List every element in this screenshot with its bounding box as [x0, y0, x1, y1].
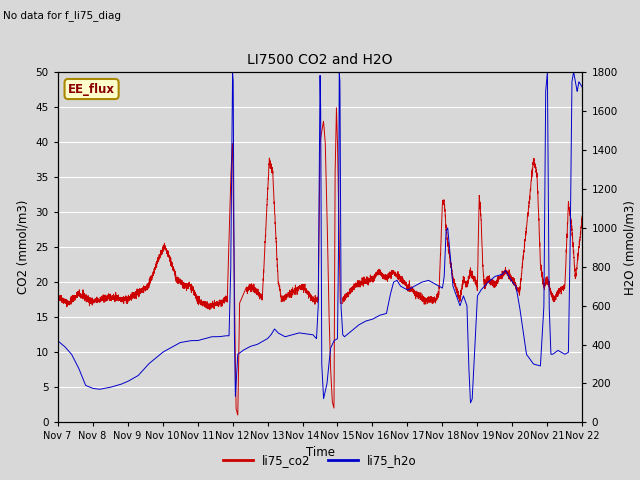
li75_h2o	[148, 359, 156, 364]
li75_co2	[54, 292, 61, 298]
Legend: li75_co2, li75_h2o: li75_co2, li75_h2o	[218, 449, 422, 472]
li75_co2	[333, 105, 340, 110]
li75_h2o	[578, 84, 586, 90]
li75_h2o	[579, 84, 586, 90]
Text: EE_flux: EE_flux	[68, 83, 115, 96]
li75_co2	[579, 214, 586, 219]
li75_co2	[438, 223, 445, 228]
li75_co2	[467, 275, 475, 281]
Text: No data for f_li75_diag: No data for f_li75_diag	[3, 10, 121, 21]
li75_co2	[578, 216, 586, 221]
li75_co2	[234, 412, 241, 418]
Y-axis label: H2O (mmol/m3): H2O (mmol/m3)	[623, 200, 636, 295]
li75_h2o	[438, 285, 445, 290]
Line: li75_h2o: li75_h2o	[58, 72, 582, 403]
li75_co2	[300, 284, 308, 289]
li75_h2o	[467, 398, 475, 404]
li75_h2o	[467, 400, 474, 406]
li75_co2	[148, 275, 156, 281]
li75_h2o	[300, 331, 308, 336]
Y-axis label: CO2 (mmol/m3): CO2 (mmol/m3)	[17, 200, 30, 294]
Line: li75_co2: li75_co2	[58, 108, 582, 415]
X-axis label: Time: Time	[305, 445, 335, 458]
li75_co2	[409, 287, 417, 292]
li75_h2o	[408, 285, 416, 290]
li75_h2o	[570, 69, 577, 75]
li75_h2o	[54, 338, 61, 344]
Title: LI7500 CO2 and H2O: LI7500 CO2 and H2O	[247, 53, 393, 67]
